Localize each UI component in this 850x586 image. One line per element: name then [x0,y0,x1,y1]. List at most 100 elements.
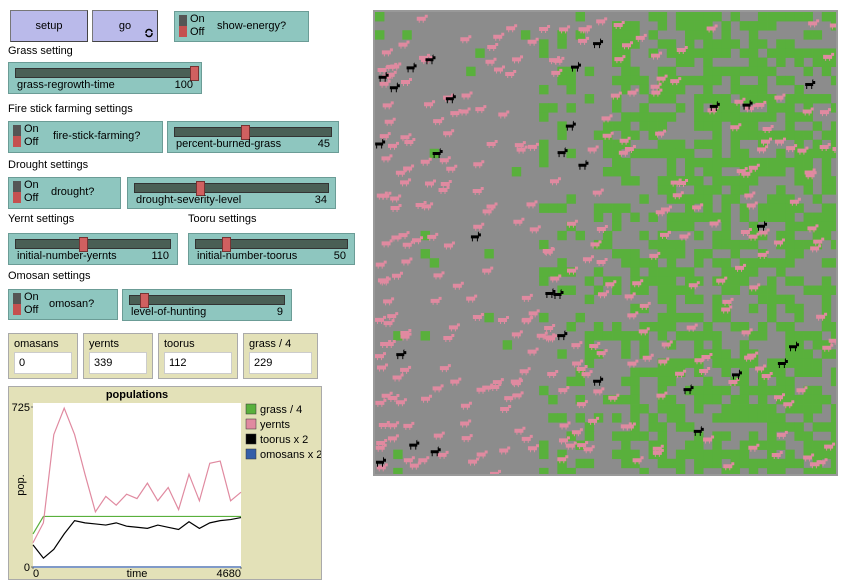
grass-patch [694,176,704,186]
yernt-body [400,77,412,86]
yernt-body [460,419,472,428]
yernt [746,201,758,210]
yernt-body [639,301,651,310]
yernt-body [755,100,767,109]
yernt-body [572,359,584,368]
tooru-body [378,71,389,82]
grass-patch [685,75,695,86]
grass-patch [821,294,832,305]
grass-patch [748,285,759,295]
grass-patch [712,230,722,241]
grass-patch [694,230,704,241]
slider[interactable]: grass-regrowth-time 100 [8,62,202,94]
yernt-body [400,133,412,142]
grass-patch [630,413,640,423]
yernt-body [656,74,668,83]
grass-patch [694,157,704,168]
grass-patch [621,121,631,131]
grass-patch [694,30,704,40]
yernt [412,236,424,245]
yernt-body [395,398,407,407]
grass-patch [602,230,613,241]
yernt-body [741,328,753,337]
grass-patch [566,194,576,204]
grass-patch [593,322,604,332]
yernt-body [409,461,421,470]
yernt-body [596,17,608,26]
tooru [396,349,407,360]
grass-patch [675,194,686,204]
slider[interactable]: percent-burned-grass 45 [167,121,339,153]
grass-patch [657,367,668,378]
section-label: Omosan settings [8,270,91,282]
grass-patch [511,167,522,177]
yernt [398,40,410,49]
yernt-body [512,55,524,64]
yernt-body [450,377,462,386]
yernt [375,352,387,361]
grass-patch [757,385,768,396]
tooru [553,288,564,299]
slider[interactable]: level-of-hunting 9 [122,289,292,321]
grass-patch [794,340,804,350]
grass-patch [685,21,695,31]
yernt-body [571,428,583,437]
grass-patch [548,203,558,213]
yernt [498,315,510,324]
slider[interactable]: initial-number-yernts 110 [8,233,178,265]
go-button[interactable]: go [92,10,158,42]
drought-switch[interactable]: On Off drought? [8,177,121,209]
grass-patch [830,376,836,387]
yernt-body [816,312,828,321]
grass-patch [757,212,768,223]
grass-patch [767,48,777,58]
fire-stick-switch[interactable]: On Off fire-stick-farming? [8,121,163,153]
yernt [553,56,565,65]
grass-patch [593,285,604,295]
grass-patch [712,239,722,250]
slider[interactable]: initial-number-toorus 50 [188,233,355,265]
grass-patch [639,276,649,286]
yernt-body [386,62,398,71]
grass-patch [767,12,777,22]
yernt [580,25,592,34]
yernt [401,257,413,266]
yernt [460,401,472,410]
grass-patch [703,167,713,177]
yernt [460,35,472,44]
grass-patch [712,121,722,131]
yernt [482,207,494,216]
grass-patch [730,394,741,405]
show-energy-switch[interactable]: On Off show-energy? [174,11,309,42]
grass-patch [648,367,658,378]
grass-patch [776,322,786,332]
omosan-switch[interactable]: On Off omosan? [8,289,118,320]
setup-button[interactable]: setup [10,10,88,42]
grass-patch [748,467,759,474]
yernt [656,391,668,400]
grass-patch [821,303,832,314]
yernt [624,292,636,301]
grass-patch [785,249,795,259]
yernt [576,365,588,374]
grass-patch [757,258,768,268]
yernt-body [596,224,608,233]
grass-patch [575,12,586,22]
grass-patch [821,203,832,213]
yernt [808,19,820,28]
yernt-body [390,194,402,203]
grass-patch [685,331,695,341]
monitor-value: 0 [19,357,26,369]
yernt-body [390,203,402,212]
yernt-body [587,145,599,154]
grass-patch [657,322,668,332]
tooru-body [757,220,768,231]
tooru-body [432,148,443,159]
slider[interactable]: drought-severity-level 34 [127,177,336,209]
grass-patch [675,48,686,58]
grass-patch [675,467,686,474]
grass-patch [821,66,832,77]
grass-patch [539,84,549,95]
grass-patch [776,75,786,86]
grass-patch [776,413,786,423]
